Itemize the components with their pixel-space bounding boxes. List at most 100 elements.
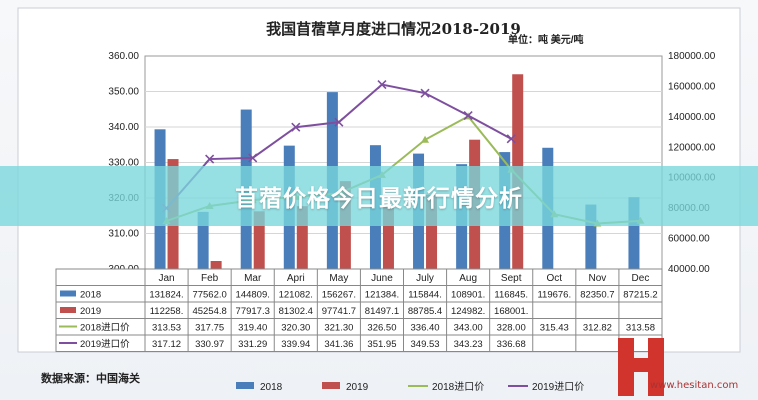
- point-2018进口价: [421, 135, 430, 143]
- table-cell: 121082.: [279, 290, 313, 301]
- point-2019进口价: [248, 153, 258, 163]
- bar-2019: [296, 206, 308, 269]
- category-label: Dec: [632, 273, 650, 284]
- category-label: Jan: [158, 273, 174, 284]
- category-label: June: [371, 273, 393, 284]
- category-label: Oct: [547, 273, 563, 284]
- table-cell: 82350.7: [580, 290, 614, 301]
- unit-note: 单位：吨 美元/吨: [508, 33, 584, 46]
- legend-label: 2019进口价: [532, 381, 584, 393]
- table-cell: 343.00: [454, 323, 483, 334]
- table-series-name: 2019: [80, 306, 101, 317]
- table-cell: 112258.: [150, 306, 184, 317]
- table-cell: 339.94: [281, 339, 310, 350]
- point-2019进口价: [377, 80, 387, 90]
- table-cell: 124982.: [451, 306, 485, 317]
- category-label: Aug: [459, 273, 477, 284]
- headline-text: 苜蓿价格今日最新行情分析: [235, 186, 523, 212]
- table-cell: 121384.: [365, 290, 399, 301]
- table-cell: 88785.4: [408, 306, 442, 317]
- table-cell: 336.68: [497, 339, 526, 350]
- table-cell: 116845.: [494, 290, 528, 301]
- table-cell: 119676.: [537, 290, 571, 301]
- hesitan-logo-icon: [618, 338, 664, 396]
- table-cell: 313.58: [626, 323, 655, 334]
- category-label: Apri: [287, 273, 305, 284]
- bar-2019: [426, 194, 438, 269]
- table-cell: 341.36: [324, 339, 353, 350]
- right-tick-label: 120000.00: [668, 142, 716, 153]
- legend-label: 2019: [346, 382, 369, 393]
- category-label: May: [329, 273, 348, 284]
- table-cell: 315.43: [540, 323, 569, 334]
- table-cell: 97741.7: [322, 306, 356, 317]
- table-cell: 326.50: [367, 323, 396, 334]
- left-tick-label: 340.00: [108, 122, 139, 133]
- bar-2019: [382, 205, 394, 269]
- left-tick-label: 330.00: [108, 158, 139, 169]
- point-2019进口价: [291, 122, 301, 132]
- table-cell: 45254.8: [192, 306, 226, 317]
- table-cell: 336.40: [411, 323, 440, 334]
- table-cell: 320.30: [281, 323, 310, 334]
- table-cell: 319.40: [238, 323, 267, 334]
- table-cell: 328.00: [497, 323, 526, 334]
- category-label: Nov: [588, 273, 606, 284]
- category-label: Sept: [501, 273, 522, 284]
- left-tick-label: 360.00: [108, 51, 139, 62]
- point-2019进口价: [205, 154, 215, 164]
- table-cell: 351.95: [367, 339, 396, 350]
- data-table: [55, 268, 663, 352]
- table-cell: 312.82: [583, 323, 612, 334]
- bar-2019: [253, 211, 265, 269]
- table-cell: 87215.2: [623, 290, 657, 301]
- table-cell: 313.53: [152, 323, 181, 334]
- table-cell: 321.30: [324, 323, 353, 334]
- legend-key-2018: [236, 382, 254, 389]
- table-cell: 144809.: [236, 290, 270, 301]
- category-label: July: [416, 273, 434, 284]
- legend-label: 2018: [260, 382, 283, 393]
- point-2019进口价: [334, 117, 344, 127]
- point-2019进口价: [463, 110, 473, 121]
- table-cell: 131824.: [149, 290, 183, 301]
- table-cell: 331.29: [238, 339, 267, 350]
- right-tick-label: 140000.00: [668, 112, 716, 123]
- right-tick-label: 160000.00: [668, 81, 716, 92]
- table-cell: 77562.0: [192, 290, 226, 301]
- table-cell: 115844.: [408, 290, 442, 301]
- table-key-2019: [60, 307, 76, 313]
- chart-title: 我国苜蓿草月度进口情况2018-2019: [266, 20, 521, 38]
- table-series-name: 2018进口价: [80, 323, 130, 334]
- bar-2018: [585, 204, 597, 269]
- category-label: Mar: [244, 273, 262, 284]
- table-cell: 343.23: [454, 339, 483, 350]
- table-cell: 330.97: [195, 339, 224, 350]
- right-tick-label: 180000.00: [668, 51, 716, 62]
- table-cell: 77917.3: [236, 306, 270, 317]
- legend-key-2019: [322, 382, 340, 389]
- table-cell: 81302.4: [279, 306, 313, 317]
- left-tick-label: 350.00: [108, 87, 139, 98]
- right-tick-label: 40000.00: [668, 264, 710, 275]
- left-tick-label: 310.00: [108, 229, 139, 240]
- table-cell: 168001.: [494, 306, 528, 317]
- bar-2019: [210, 261, 222, 269]
- table-series-name: 2018: [80, 290, 101, 301]
- point-2019进口价: [506, 134, 516, 144]
- table-cell: 156267.: [322, 290, 356, 301]
- headline-banner: 苜蓿价格今日最新行情分析: [0, 166, 758, 226]
- bar-2018: [197, 211, 209, 269]
- table-cell: 81497.1: [365, 306, 399, 317]
- logo-url: www.hesitan.com: [650, 380, 739, 391]
- table-series-name: 2019进口价: [80, 339, 130, 350]
- table-cell: 317.75: [195, 323, 224, 334]
- table-key-2018: [60, 290, 76, 297]
- table-cell: 349.53: [411, 339, 440, 350]
- right-tick-label: 60000.00: [668, 234, 710, 245]
- data-source-note: 数据来源：中国海关: [41, 372, 140, 385]
- point-2019进口价: [420, 88, 430, 98]
- category-label: Feb: [201, 273, 219, 284]
- bar-2018: [628, 197, 640, 269]
